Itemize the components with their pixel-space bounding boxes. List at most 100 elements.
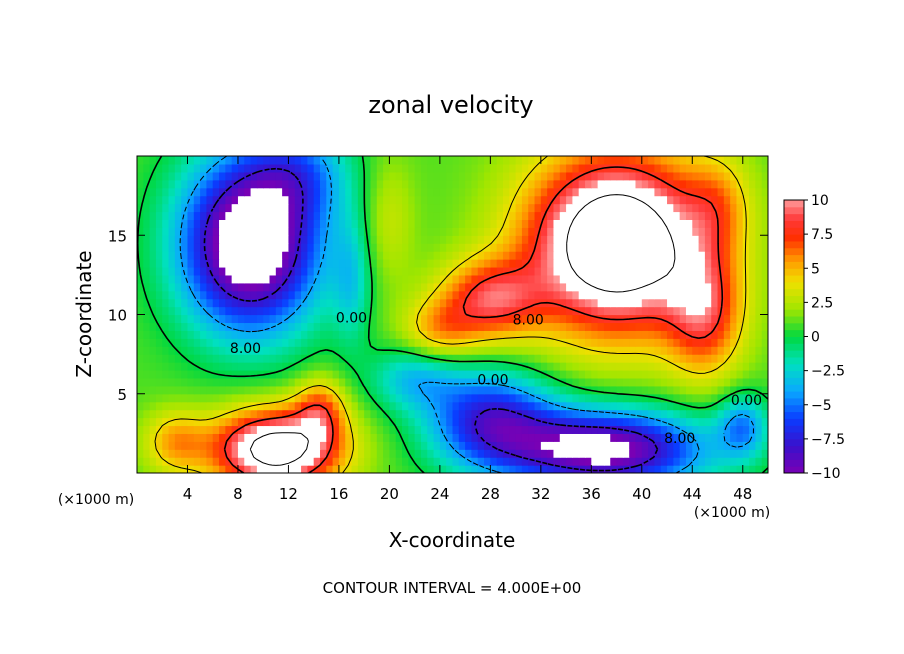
heatmap-cell	[319, 409, 327, 419]
heatmap-cell	[465, 354, 473, 363]
heatmap-cell	[477, 306, 485, 316]
heatmap-cell	[496, 338, 504, 347]
heatmap-cell	[174, 163, 182, 173]
heatmap-cell	[370, 251, 378, 260]
heatmap-cell	[685, 243, 693, 252]
heatmap-cell	[282, 259, 290, 268]
heatmap-cell	[648, 346, 656, 355]
heatmap-cell	[559, 203, 567, 213]
heatmap-cell	[635, 243, 643, 252]
heatmap-cell	[761, 274, 768, 284]
heatmap-cell	[685, 211, 693, 220]
heatmap-cell	[704, 274, 712, 284]
heatmap-cell	[174, 362, 182, 371]
heatmap-cell	[263, 179, 271, 189]
heatmap-cell	[370, 369, 378, 379]
heatmap-cell	[288, 290, 296, 300]
heatmap-cell	[383, 203, 390, 213]
heatmap-cell	[351, 441, 359, 450]
heatmap-cell	[357, 211, 365, 220]
heatmap-cell	[433, 298, 441, 308]
heatmap-cell	[231, 187, 239, 197]
heatmap-cell	[515, 274, 523, 284]
heatmap-cell	[288, 409, 296, 419]
heatmap-cell	[704, 179, 712, 189]
heatmap-cell	[730, 369, 738, 379]
heatmap-cell	[237, 417, 245, 427]
heatmap-cell	[755, 401, 763, 411]
colorbar-band	[784, 295, 804, 303]
heatmap-cell	[294, 330, 302, 339]
heatmap-cell	[250, 385, 258, 395]
heatmap-cell	[452, 187, 460, 197]
heatmap-cell	[452, 306, 460, 316]
heatmap-cell	[553, 385, 561, 395]
heatmap-cell	[319, 187, 327, 197]
heatmap-cell	[465, 441, 473, 450]
heatmap-cell	[540, 457, 548, 466]
heatmap-cell	[648, 465, 656, 473]
heatmap-cell	[294, 259, 302, 268]
heatmap-cell	[723, 187, 731, 197]
heatmap-cell	[509, 433, 517, 442]
heatmap-cell	[193, 338, 201, 347]
heatmap-cell	[484, 259, 491, 268]
heatmap-cell	[585, 409, 592, 419]
heatmap-cell	[685, 203, 693, 213]
heatmap-cell	[427, 251, 435, 260]
heatmap-cell	[206, 156, 214, 165]
heatmap-cell	[446, 235, 454, 244]
heatmap-cell	[465, 187, 473, 197]
heatmap-cell	[446, 195, 454, 205]
heatmap-cell	[742, 195, 750, 205]
heatmap-cell	[502, 243, 510, 252]
heatmap-cell	[206, 441, 214, 450]
heatmap-cell	[667, 401, 674, 411]
heatmap-cell	[414, 259, 422, 268]
heatmap-cell	[660, 385, 668, 395]
heatmap-cell	[395, 393, 403, 403]
heatmap-cell	[566, 441, 573, 450]
heatmap-cell	[603, 227, 611, 236]
heatmap-cell	[553, 322, 561, 331]
heatmap-cell	[660, 362, 668, 371]
heatmap-cell	[162, 417, 170, 427]
heatmap-cell	[679, 346, 687, 355]
heatmap-cell	[673, 179, 681, 189]
heatmap-cell	[730, 251, 738, 260]
heatmap-cell	[477, 385, 485, 395]
heatmap-cell	[749, 259, 756, 268]
heatmap-cell	[742, 409, 750, 419]
heatmap-cell	[736, 369, 744, 379]
heatmap-cell	[648, 219, 656, 228]
heatmap-cell	[237, 322, 245, 331]
heatmap-cell	[357, 417, 365, 427]
heatmap-cell	[622, 441, 630, 450]
heatmap-cell	[484, 393, 491, 403]
heatmap-cell	[307, 377, 315, 387]
heatmap-cell	[294, 274, 302, 284]
heatmap-cell	[275, 338, 283, 347]
heatmap-cell	[641, 314, 649, 324]
heatmap-cell	[357, 156, 365, 165]
heatmap-cell	[275, 369, 283, 379]
heatmap-cell	[200, 441, 208, 450]
heatmap-cell	[225, 243, 233, 252]
heatmap-cell	[389, 298, 397, 308]
heatmap-cell	[641, 227, 649, 236]
heatmap-cell	[269, 156, 277, 165]
heatmap-cell	[730, 417, 738, 427]
heatmap-cell	[193, 266, 201, 276]
heatmap-cell	[603, 441, 611, 450]
heatmap-cell	[162, 369, 170, 379]
heatmap-cell	[465, 401, 473, 411]
heatmap-cell	[137, 171, 144, 181]
heatmap-cell	[578, 282, 586, 292]
heatmap-cell	[408, 259, 416, 268]
heatmap-cell	[521, 306, 529, 316]
heatmap-cell	[402, 298, 409, 308]
heatmap-cell	[231, 377, 239, 387]
heatmap-cell	[313, 219, 321, 228]
heatmap-cell	[433, 179, 441, 189]
heatmap-cell	[200, 354, 208, 363]
